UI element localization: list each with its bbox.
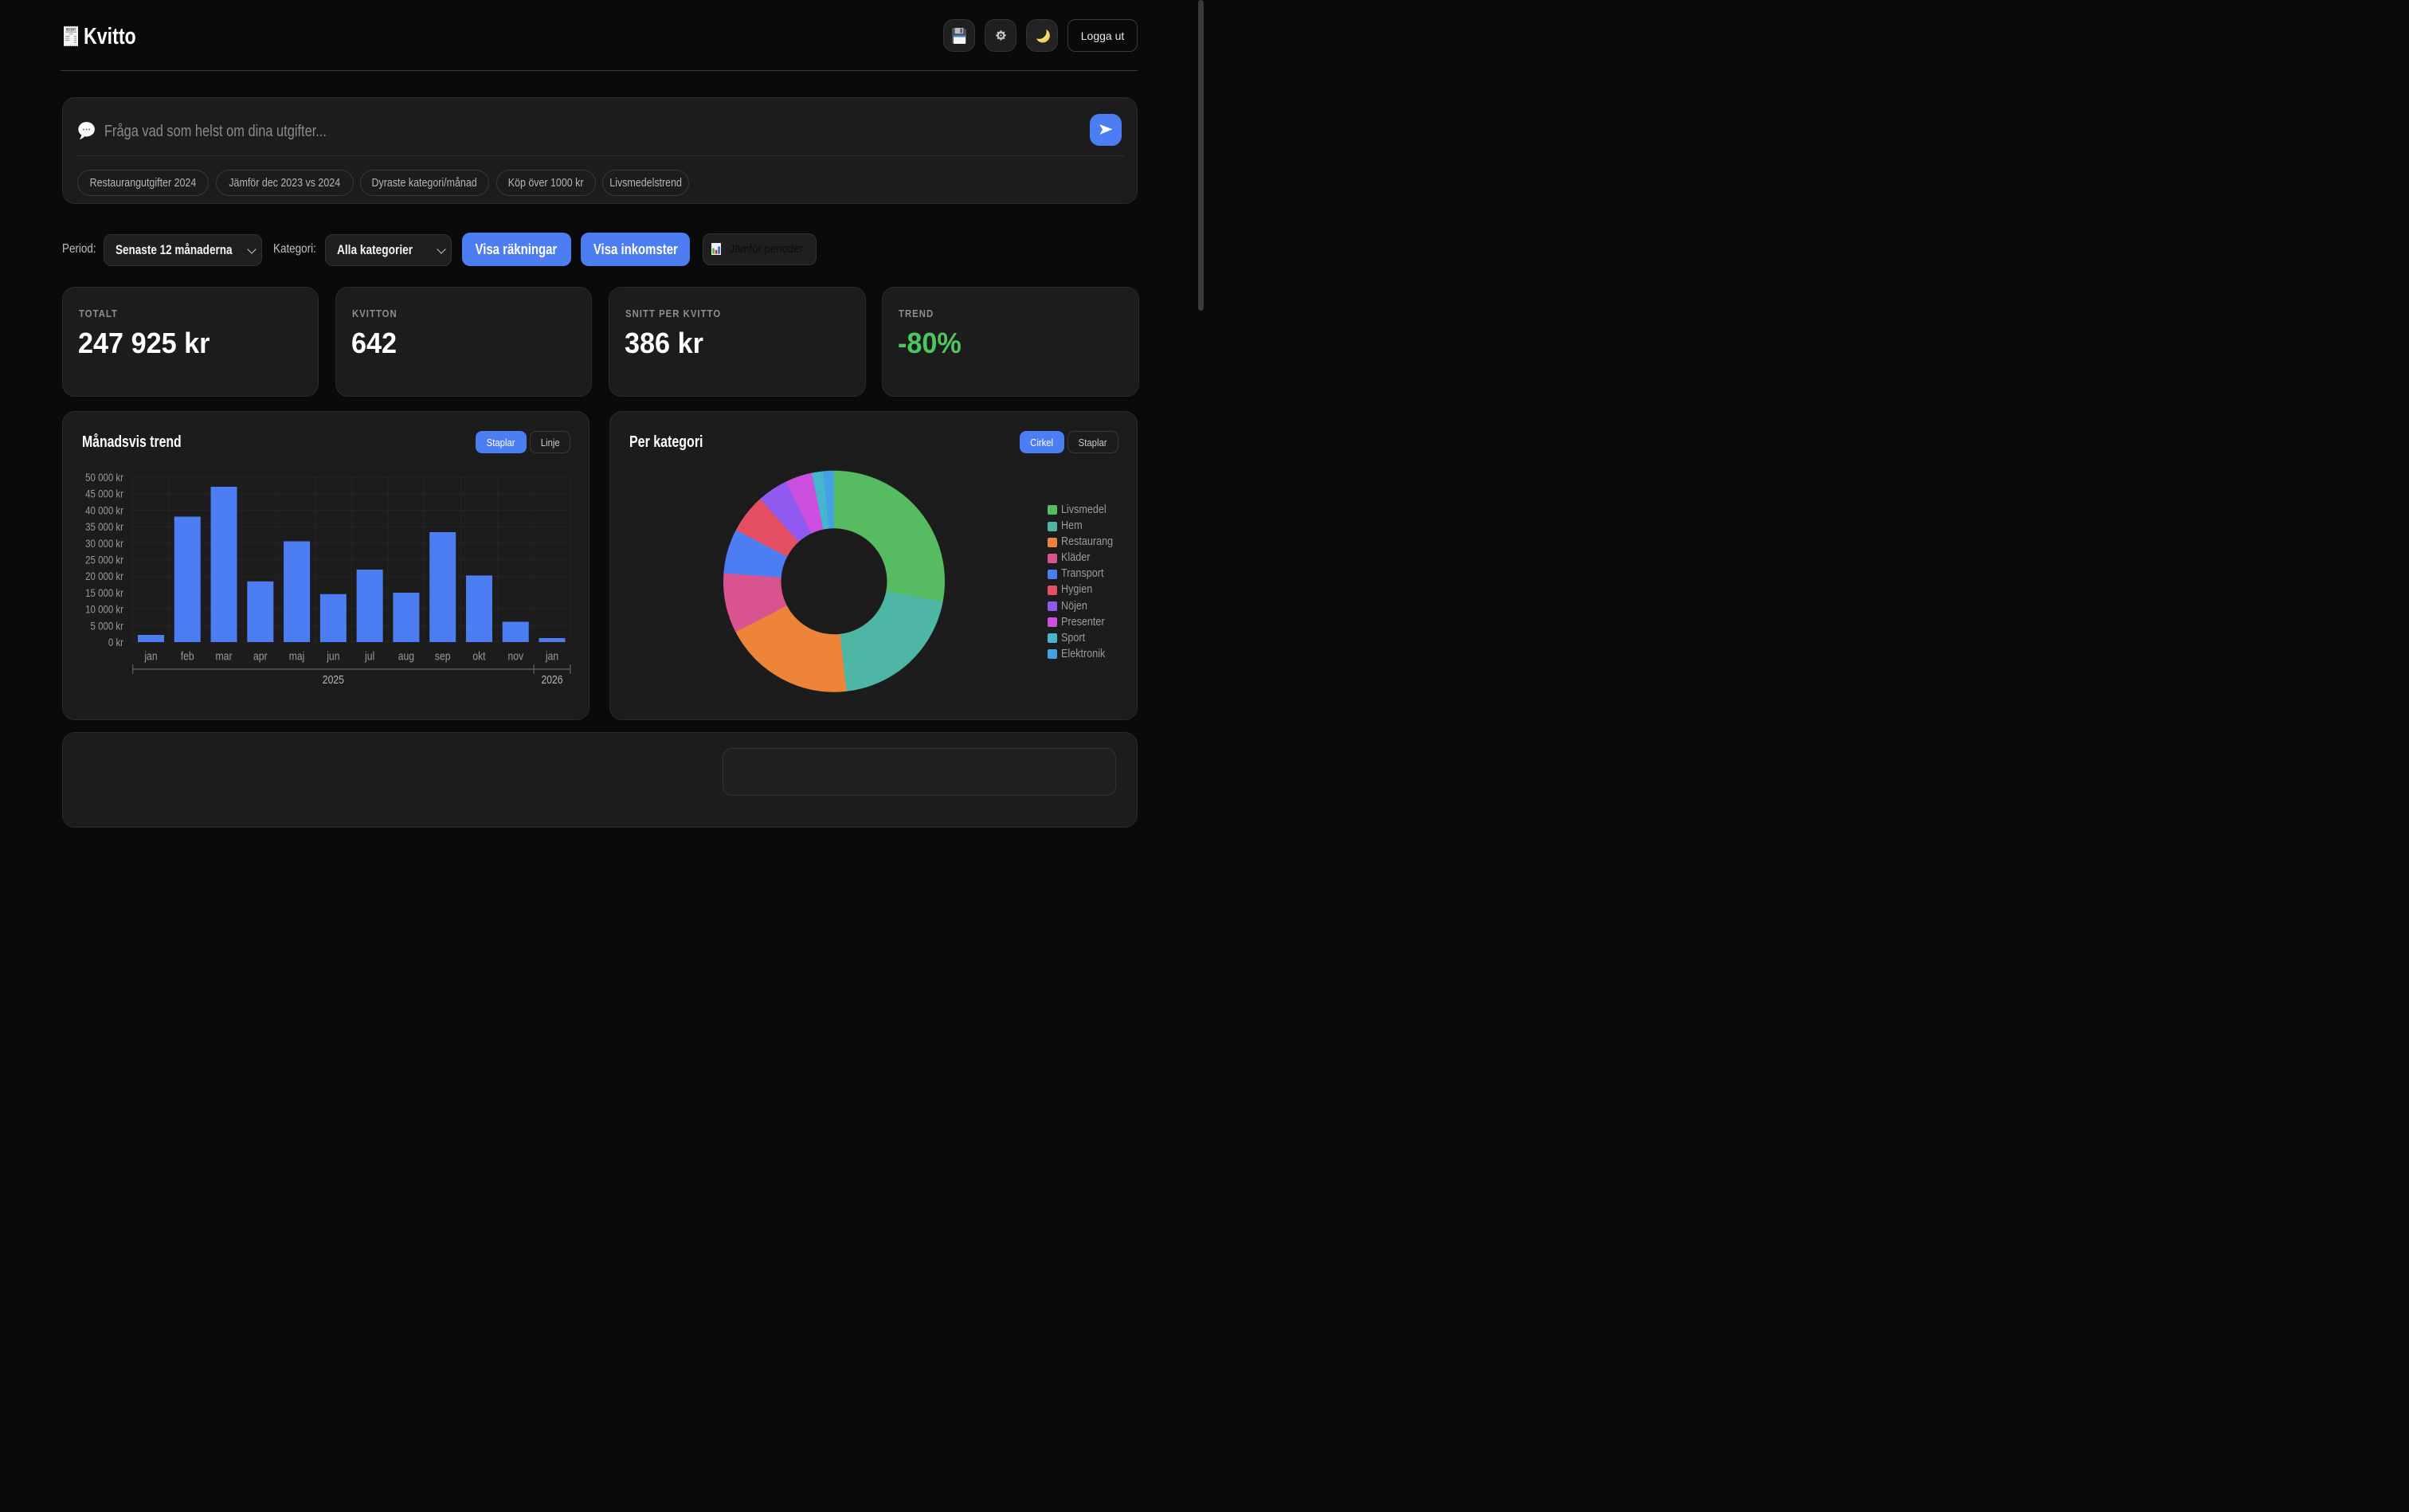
- svg-text:jul: jul: [364, 651, 374, 664]
- svg-text:5 000 kr: 5 000 kr: [91, 619, 124, 632]
- svg-text:sep: sep: [435, 651, 451, 664]
- svg-text:15 000 kr: 15 000 kr: [85, 586, 123, 599]
- svg-text:jan: jan: [143, 651, 157, 664]
- svg-text:2025: 2025: [323, 674, 344, 687]
- svg-text:aug: aug: [398, 651, 414, 664]
- svg-text:40 000 kr: 40 000 kr: [85, 503, 123, 516]
- svg-text:feb: feb: [181, 651, 194, 664]
- svg-text:0 kr: 0 kr: [108, 636, 123, 648]
- svg-text:30 000 kr: 30 000 kr: [85, 537, 123, 550]
- svg-text:2026: 2026: [541, 674, 562, 687]
- svg-text:45 000 kr: 45 000 kr: [85, 488, 123, 500]
- svg-text:okt: okt: [472, 651, 485, 664]
- svg-text:50 000 kr: 50 000 kr: [85, 471, 123, 484]
- svg-text:20 000 kr: 20 000 kr: [85, 570, 123, 582]
- svg-text:mar: mar: [216, 651, 233, 664]
- svg-text:25 000 kr: 25 000 kr: [85, 554, 123, 566]
- svg-text:jun: jun: [326, 651, 339, 664]
- svg-text:35 000 kr: 35 000 kr: [85, 520, 123, 533]
- svg-text:nov: nov: [507, 651, 523, 664]
- svg-text:10 000 kr: 10 000 kr: [85, 603, 123, 616]
- svg-text:RECEIPT: RECEIPT: [66, 28, 76, 32]
- svg-text:apr: apr: [253, 651, 268, 664]
- svg-text:maj: maj: [289, 651, 305, 664]
- svg-text:jan: jan: [545, 651, 558, 664]
